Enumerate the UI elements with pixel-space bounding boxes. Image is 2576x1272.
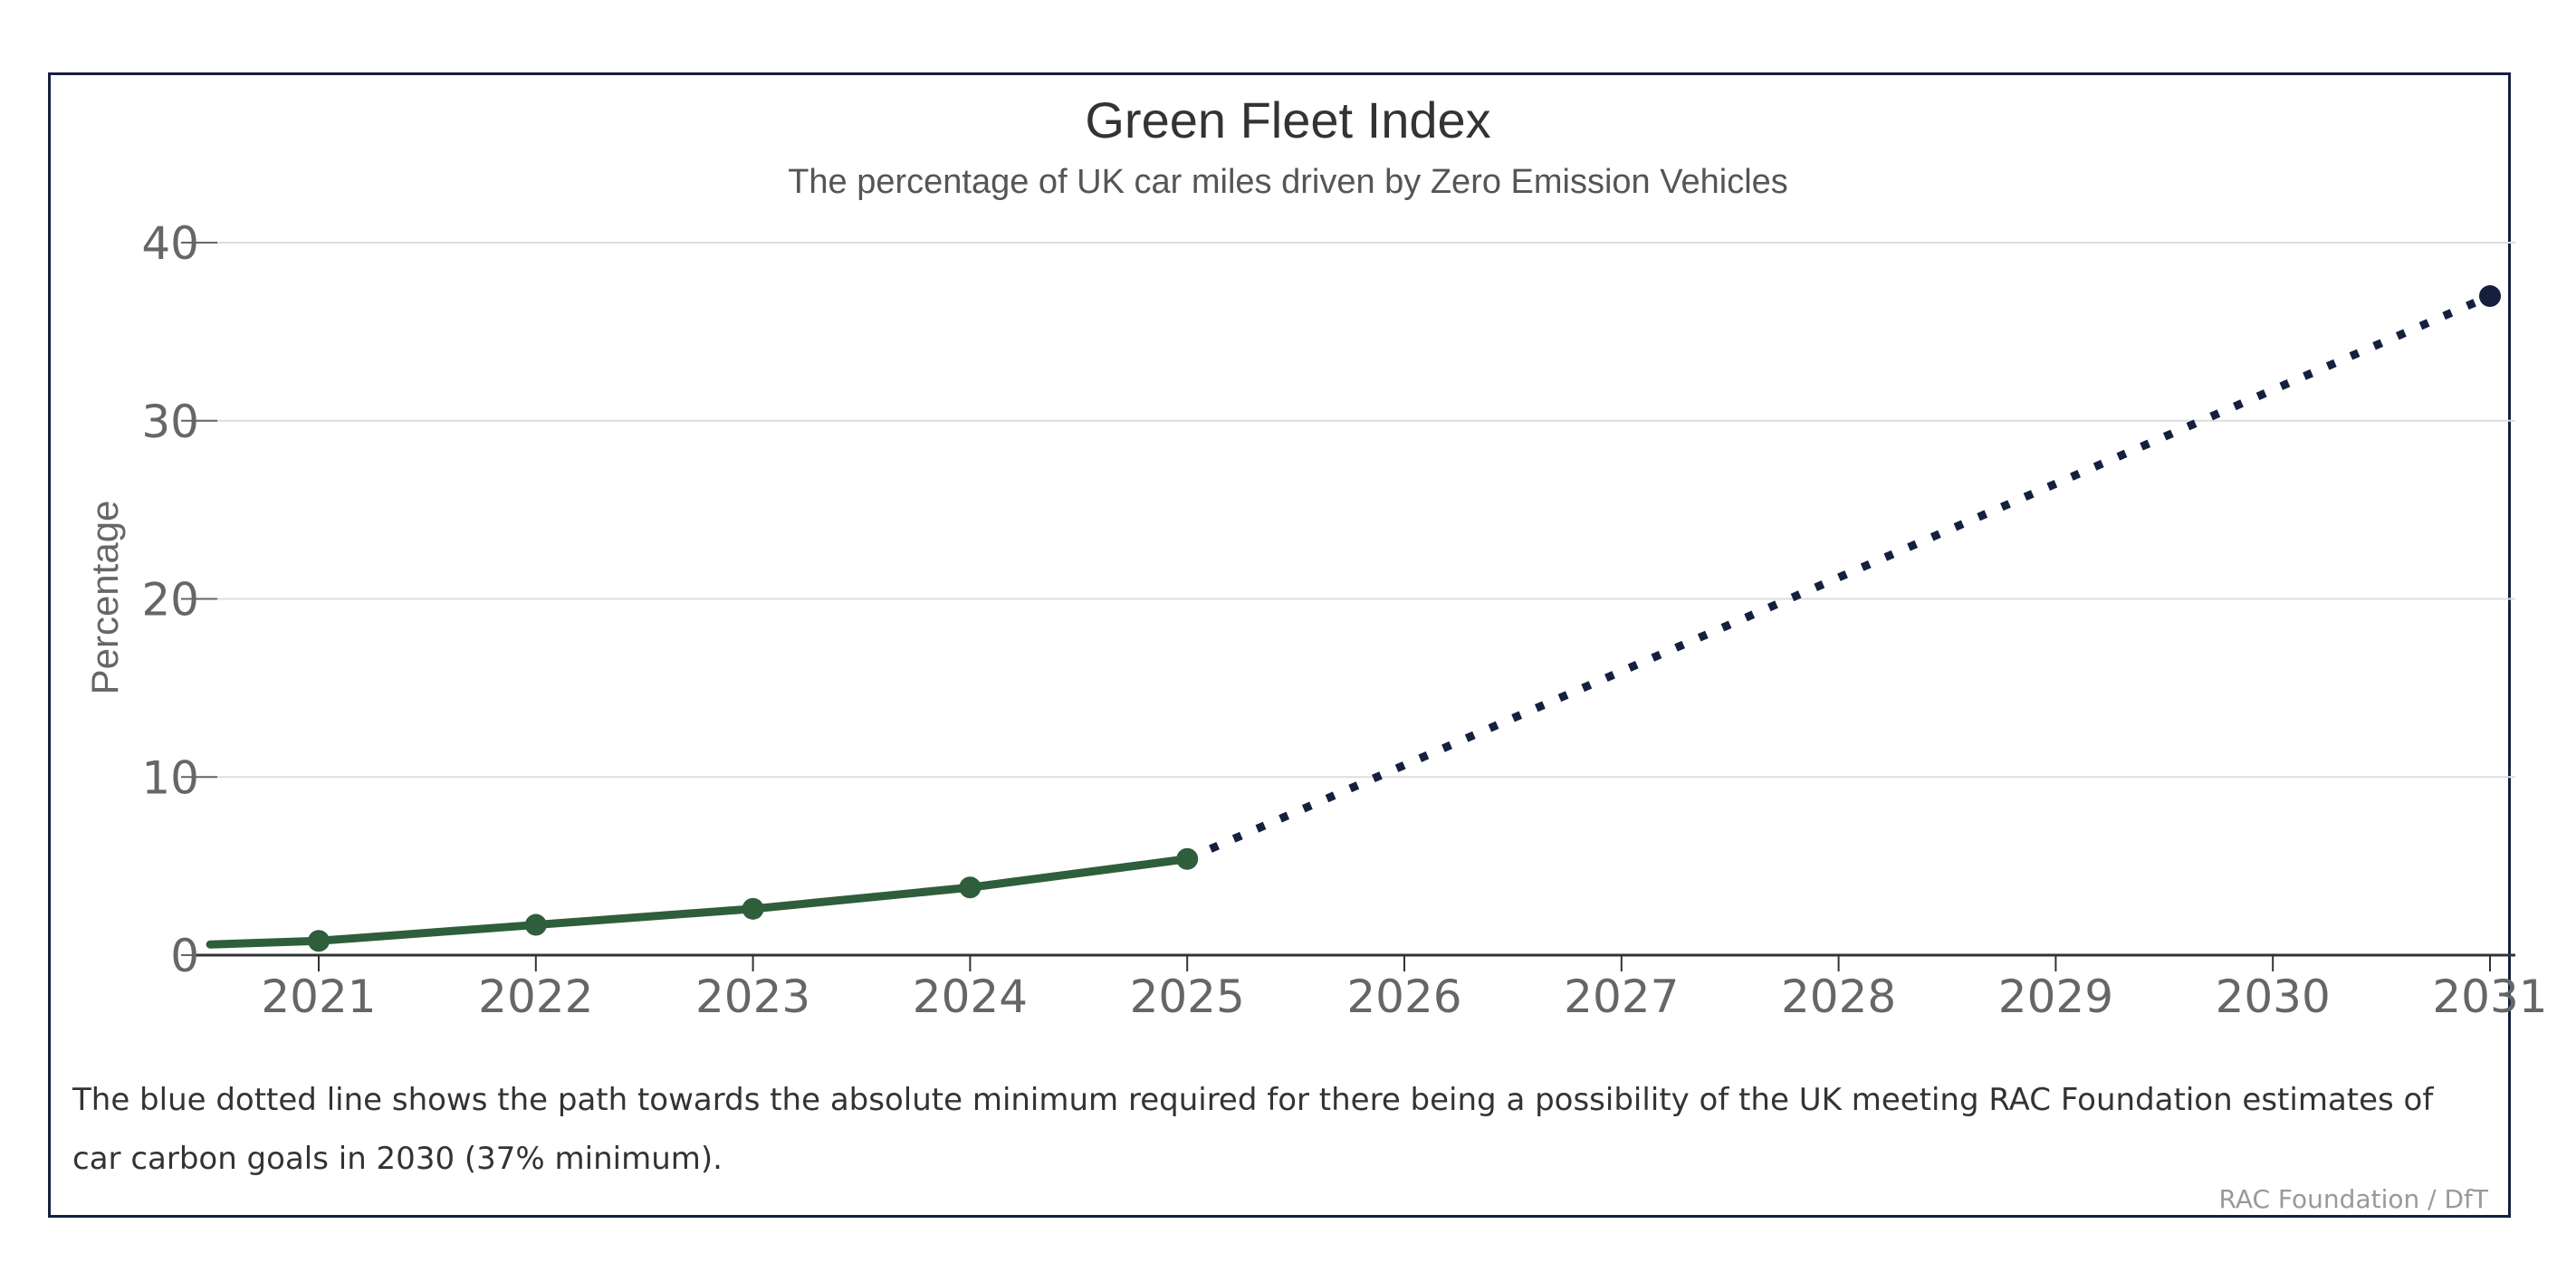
y-tick-label: 30	[141, 396, 199, 448]
y-axis-label: Percentage	[83, 501, 126, 695]
x-tick-label: 2025	[1130, 971, 1245, 1023]
x-tick-label: 2030	[2216, 971, 2331, 1023]
actual-series-line	[206, 855, 1192, 949]
footnote: The blue dotted line shows the path towa…	[72, 1082, 2434, 1177]
x-tick-label: 2027	[1564, 971, 1679, 1023]
series	[206, 285, 2501, 952]
y-tick-label: 20	[141, 574, 199, 626]
y-tick-label: 10	[141, 751, 199, 804]
x-tick-label: 2022	[478, 971, 593, 1023]
x-tick-label: 2024	[913, 971, 1028, 1023]
x-tick-label: 2028	[1781, 971, 1896, 1023]
x-tick-label: 2021	[261, 971, 376, 1023]
actual-data-point	[742, 897, 764, 920]
chart-title: Green Fleet Index	[1085, 91, 1491, 148]
x-tick-label: 2023	[695, 971, 810, 1023]
axes	[181, 242, 2515, 971]
x-tick-label: 2026	[1346, 971, 1461, 1023]
actual-data-point	[524, 913, 547, 936]
target-data-point	[2479, 285, 2501, 308]
actual-data-point	[308, 930, 330, 952]
y-tick-label: 40	[141, 217, 199, 270]
actual-data-point	[959, 876, 982, 899]
target-series-line	[1185, 292, 2492, 863]
source-credit: RAC Foundation / DfT	[2218, 1184, 2489, 1214]
chart-frame	[48, 72, 2511, 1218]
actual-data-point	[1176, 847, 1199, 870]
chart-subtitle: The percentage of UK car miles driven by…	[788, 163, 1788, 201]
gridlines	[196, 242, 2515, 779]
x-tick-label: 2029	[1998, 971, 2113, 1023]
y-tick-label: 0	[170, 930, 199, 982]
x-tick-label: 2031	[2432, 971, 2547, 1023]
